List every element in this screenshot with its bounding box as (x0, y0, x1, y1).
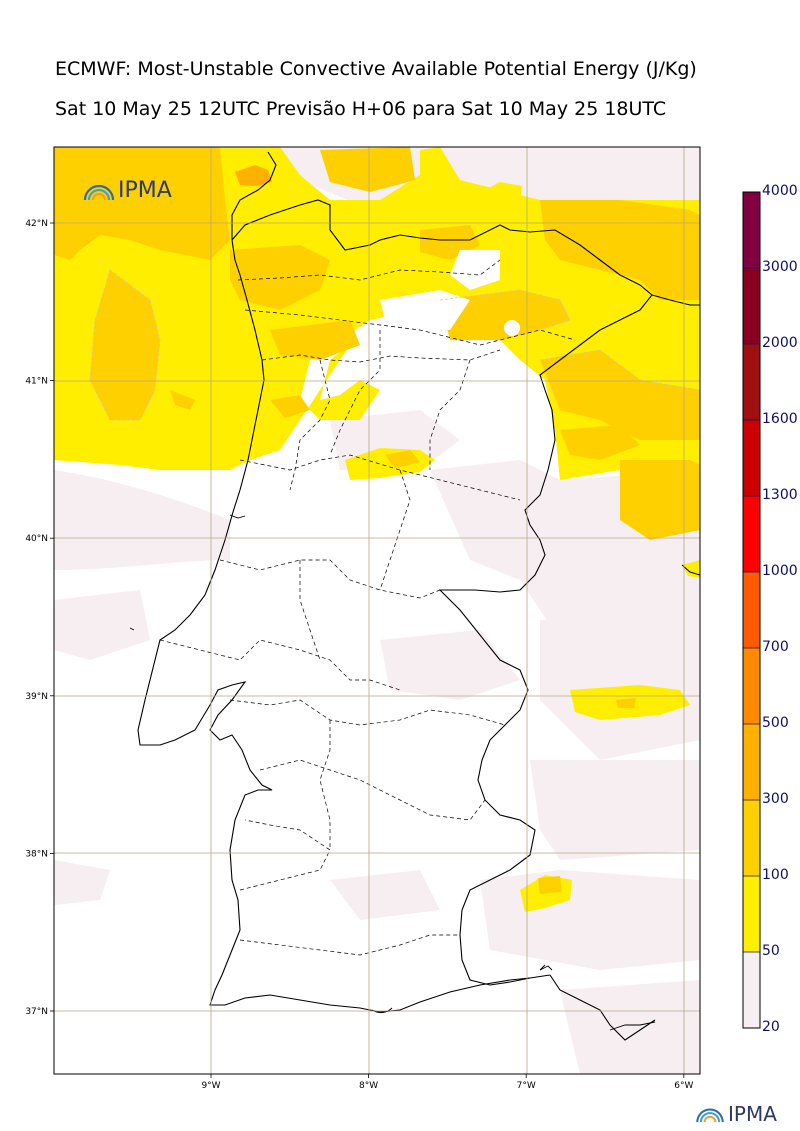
graticule (54, 147, 700, 1074)
colorbar-segment (743, 648, 760, 724)
colorbar-segment (743, 420, 760, 496)
colorbar-label: 2000 (762, 335, 798, 351)
map-frame (53, 146, 701, 1075)
longitude-ticks: 9°W 8°W 7°W 6°W (201, 1074, 693, 1091)
colorbar-label: 500 (762, 715, 789, 731)
colorbar-label: 20 (762, 1019, 780, 1035)
cape-300-500-area (235, 165, 272, 186)
lon-tick-label: 7°W (517, 1081, 536, 1091)
ipma-map-logo: IPMA (82, 178, 172, 203)
colorbar-label: 100 (762, 867, 789, 883)
colorbar-label: 1600 (762, 411, 798, 427)
colorbar-frame (742, 191, 761, 1029)
lon-tick-label: 6°W (674, 1081, 693, 1091)
ipma-map-logo-text: IPMA (118, 178, 172, 203)
map-subtitle: Sat 10 May 25 12UTC Previsão H+06 para S… (55, 98, 667, 120)
colorbar-label: 1000 (762, 563, 798, 579)
lat-tick-label: 38°N (25, 849, 48, 859)
colorbar-label: 1300 (762, 487, 798, 503)
lat-tick-label: 39°N (25, 692, 48, 702)
cape-contours (89, 269, 700, 421)
coastline (137, 151, 656, 1041)
cape-low-area (380, 250, 520, 336)
colorbar-label: 300 (762, 791, 789, 807)
colorbar-label: 4000 (762, 183, 798, 199)
lat-tick-label: 41°N (25, 377, 48, 387)
colorbar-segment (743, 344, 760, 420)
colorbar-label: 700 (762, 639, 789, 655)
colorbar-segment (743, 496, 760, 572)
district-borders (159, 259, 576, 956)
colorbar-segment (743, 724, 760, 800)
colorbar-segment (743, 800, 760, 876)
colorbar-label: 3000 (762, 259, 798, 275)
ipma-footer-logo: IPMA (694, 1102, 777, 1126)
cape-field (54, 147, 700, 1074)
lon-tick-label: 9°W (201, 1081, 220, 1091)
colorbar (742, 191, 761, 1029)
lat-tick-label: 40°N (25, 534, 48, 544)
ipma-footer-logo-text: IPMA (728, 1102, 777, 1126)
colorbar-segment (743, 876, 760, 952)
lat-tick-label: 37°N (25, 1007, 48, 1017)
rainbow-arc-icon (696, 1108, 724, 1123)
rainbow-arc-icon (83, 184, 115, 200)
cape-100-300-area (54, 147, 700, 894)
colorbar-segment (743, 268, 760, 344)
colorbar-label: 50 (762, 943, 780, 959)
map-title: ECMWF: Most-Unstable Convective Availabl… (55, 58, 697, 80)
colorbar-segment (743, 952, 760, 1028)
lat-tick-label: 42°N (25, 219, 48, 229)
colorbar-segment (743, 572, 760, 648)
lon-tick-label: 8°W (359, 1081, 378, 1091)
colorbar-segment (743, 192, 760, 268)
latitude-ticks: 42°N 41°N 40°N 39°N 38°N 37°N (25, 219, 54, 1017)
